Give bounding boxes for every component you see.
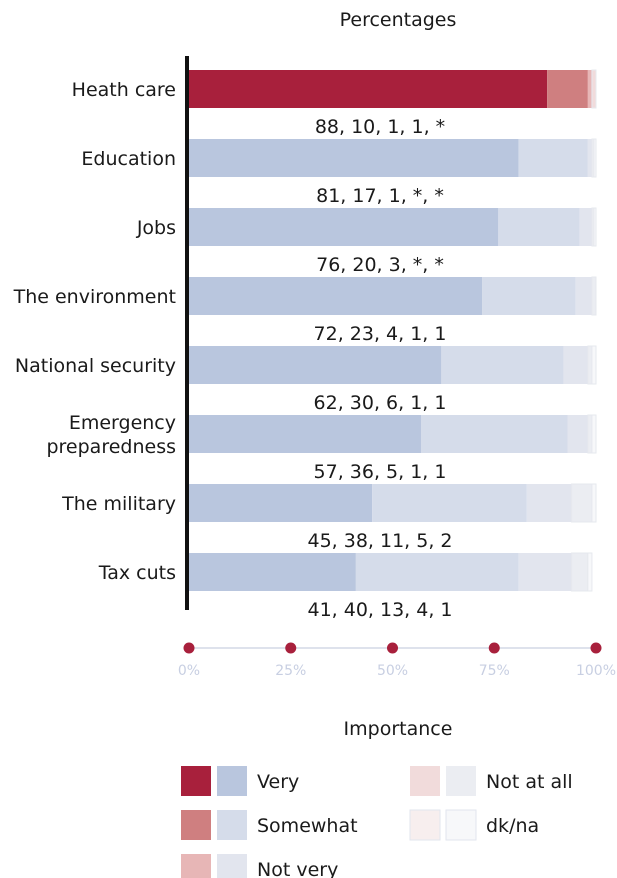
value-label: 72, 23, 4, 1, 1 [314,323,447,345]
legend-swatch [445,809,477,841]
legend-swatch [217,854,247,878]
bar-segment-very [189,415,421,453]
bar-segment-not-very [579,208,592,246]
bar-segment-not-at-all [571,483,593,523]
value-label: 76, 20, 3, *, * [316,254,444,276]
bar-segment-dk-na [593,138,597,178]
legend-swatch [181,854,211,878]
x-tick-dot [183,642,195,654]
labels-layer: Heath care 88, 10, 1, 1, * Education 81, 17… [13,79,453,621]
x-tick-label: 75% [479,663,510,679]
legend-swatch [181,766,211,796]
bar-segment-somewhat [441,346,564,384]
x-tick-dot [590,642,602,654]
category-label: preparedness [46,436,176,458]
bar-segment-not-very [587,139,592,177]
value-label: 81, 17, 1, *, * [316,185,444,207]
bar-segment-not-very [567,415,588,453]
category-label: Tax cuts [98,562,176,584]
legend-swatch [446,766,476,796]
category-label: Emergency [69,412,176,434]
legend-label: Not at all [486,771,573,793]
value-label: 45, 38, 11, 5, 2 [307,530,452,552]
bar-segment-somewhat [547,70,588,108]
bar-segment-very [189,139,519,177]
bar-segment-very [189,208,499,246]
bar-segment-very [189,484,373,522]
bar-segment-not-at-all [587,345,593,385]
bar-segment-not-at-all [591,69,597,109]
bar-segment-somewhat [498,208,580,246]
legend-swatch [409,809,441,841]
bar-segment-somewhat [482,277,576,315]
bar-segment-dk-na [591,345,597,385]
legend-label: Not very [257,859,338,878]
x-axis-label: Importance [344,718,453,740]
legend-label: Somewhat [257,815,358,837]
bar-segment-very [189,277,483,315]
bar-segment-very [189,70,548,108]
legend-swatch [217,810,247,840]
bar-segment-somewhat [372,484,527,522]
bar-segment-somewhat [420,415,568,453]
x-tick-label: 100% [576,663,616,679]
legend-swatch [181,810,211,840]
x-tick-label: 50% [377,663,408,679]
x-tick-dot [387,642,398,654]
legend-swatch [410,766,440,796]
legend-label: dk/na [486,815,539,837]
bar-segment-not-very [587,70,592,108]
category-label: National security [15,355,176,377]
bar-segment-not-very [575,277,592,315]
category-label: The environment [13,286,176,308]
value-label: 62, 30, 6, 1, 1 [314,392,447,414]
bars-layer [189,69,597,592]
chart-title: Percentages [340,9,457,31]
value-label: 88, 10, 1, 1, * [315,116,445,138]
category-label: The military [61,493,176,515]
bar-segment-somewhat [518,139,588,177]
x-tick-label: 0% [178,663,200,679]
bar-segment-dk-na [593,207,597,247]
bar-segment-not-at-all [571,552,589,592]
value-label: 41, 40, 13, 4, 1 [307,599,452,621]
x-axis: 0% 25% 50% 75% 100% [178,642,616,679]
bar-segment-very [189,346,442,384]
bar-segment-not-at-all [587,414,593,454]
x-tick-dot [285,642,297,654]
category-label: Education [81,148,176,170]
bar-segment-not-very [526,484,572,522]
bar-segment-somewhat [355,553,519,591]
bar-segment-not-very [563,346,588,384]
value-label: 57, 36, 5, 1, 1 [314,461,447,483]
bar-segment-dk-na [587,552,593,592]
category-label: Jobs [136,217,176,239]
x-tick-label: 25% [275,663,306,679]
bar-segment-not-very [518,553,572,591]
legend-label: Very [257,771,299,793]
bar-segment-dk-na [591,414,597,454]
legend-swatch [217,766,247,796]
bar-segment-not-at-all [591,276,597,316]
legend: Very Somewhat Not very Not at all dk/na [181,766,573,878]
x-tick-dot [488,642,500,654]
bar-segment-dk-na [591,483,597,523]
bar-segment-very [189,553,356,591]
category-label: Heath care [72,79,176,101]
